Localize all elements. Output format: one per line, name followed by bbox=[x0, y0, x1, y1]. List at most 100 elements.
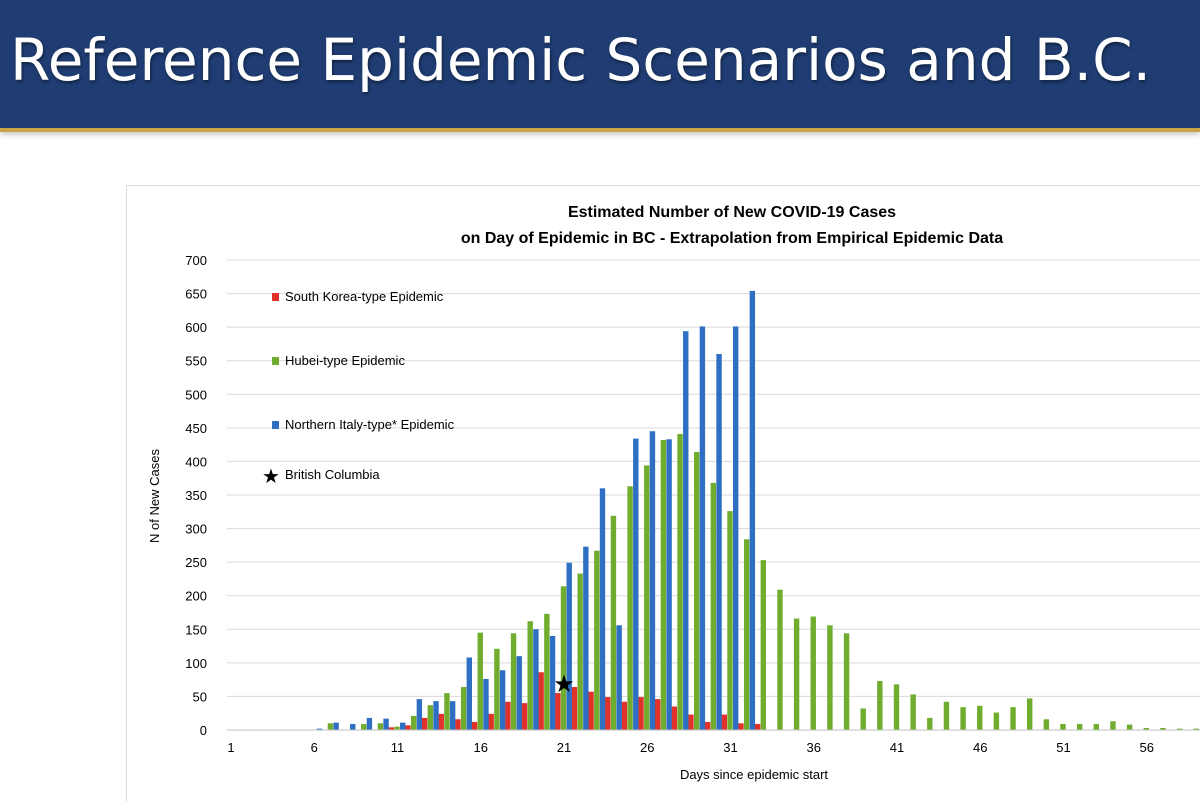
bar-northern-italy bbox=[699, 326, 706, 730]
bar-hubei bbox=[777, 589, 783, 730]
x-tick-label: 1 bbox=[227, 740, 234, 755]
bar-south-korea bbox=[405, 725, 411, 730]
bar-hubei bbox=[1126, 724, 1133, 730]
bar-northern-italy bbox=[466, 657, 472, 730]
bar-south-korea bbox=[455, 719, 461, 730]
bar-northern-italy bbox=[483, 678, 489, 730]
legend-swatch bbox=[272, 293, 279, 301]
bar-hubei bbox=[727, 511, 733, 730]
bar-hubei bbox=[444, 693, 450, 730]
y-tick-label: 250 bbox=[185, 555, 207, 570]
bar-hubei bbox=[460, 687, 467, 730]
bar-south-korea bbox=[588, 691, 594, 730]
bar-northern-italy bbox=[433, 701, 439, 730]
bar-hubei bbox=[1093, 723, 1099, 730]
y-tick-label: 700 bbox=[185, 253, 207, 268]
bar-hubei bbox=[927, 717, 933, 730]
legend-star-icon: ★ bbox=[262, 466, 280, 488]
bar-northern-italy bbox=[666, 439, 672, 730]
legend-swatch bbox=[272, 421, 279, 429]
y-tick-label: 500 bbox=[185, 387, 207, 402]
bar-northern-italy bbox=[716, 354, 722, 730]
bar-northern-italy bbox=[733, 326, 739, 730]
bar-hubei bbox=[610, 515, 617, 730]
bar-hubei bbox=[677, 433, 683, 730]
y-tick-label: 550 bbox=[185, 354, 207, 369]
bar-hubei bbox=[877, 680, 883, 730]
legend-label: Hubei-type Epidemic bbox=[285, 353, 405, 368]
bar-hubei bbox=[627, 486, 633, 730]
bar-south-korea bbox=[688, 714, 694, 730]
x-tick-label: 46 bbox=[973, 740, 987, 755]
y-tick-label: 350 bbox=[185, 488, 207, 503]
bar-hubei bbox=[977, 705, 983, 730]
x-tick-label: 11 bbox=[391, 740, 405, 755]
bar-hubei bbox=[1193, 728, 1199, 730]
bar-northern-italy bbox=[383, 718, 389, 730]
bar-hubei bbox=[860, 708, 866, 730]
bar-northern-italy bbox=[400, 722, 406, 730]
bar-hubei bbox=[1160, 727, 1166, 730]
chart-title-line1: Estimated Number of New COVID-19 Cases bbox=[568, 204, 896, 221]
bc-star-marker: ★ bbox=[553, 671, 575, 698]
x-tick-label: 31 bbox=[723, 740, 737, 755]
bar-hubei bbox=[377, 723, 384, 730]
bar-south-korea bbox=[538, 672, 544, 730]
bar-northern-italy bbox=[633, 438, 639, 730]
x-tick-label: 26 bbox=[640, 740, 654, 755]
bar-northern-italy bbox=[516, 656, 522, 730]
bar-hubei bbox=[1176, 728, 1183, 730]
bar-northern-italy bbox=[350, 723, 356, 730]
bar-hubei bbox=[893, 684, 900, 730]
bar-hubei bbox=[394, 726, 400, 730]
x-tick-label: 21 bbox=[557, 740, 571, 755]
bar-northern-italy bbox=[583, 546, 589, 730]
bar-south-korea bbox=[621, 701, 628, 730]
bar-hubei bbox=[1076, 723, 1083, 730]
bar-hubei bbox=[477, 632, 483, 730]
bar-hubei bbox=[577, 573, 583, 730]
bar-northern-italy bbox=[599, 488, 606, 730]
x-tick-label: 36 bbox=[807, 740, 821, 755]
x-tick-label: 16 bbox=[474, 740, 488, 755]
bar-northern-italy bbox=[316, 728, 323, 730]
bar-hubei bbox=[1060, 723, 1066, 730]
slide-title: Reference Epidemic Scenarios and B.C. bbox=[10, 26, 1152, 94]
axes: 0 50 100 150 200 250 300 350 400 450 500 550 600 650 7… bbox=[185, 253, 1200, 755]
bar-hubei bbox=[710, 482, 717, 730]
x-axis-label: Days since epidemic start bbox=[680, 767, 828, 782]
chart-title-line2: on Day of Epidemic in BC - Extrapolation… bbox=[461, 230, 1003, 247]
bar-south-korea bbox=[638, 697, 644, 730]
bar-hubei bbox=[1010, 707, 1016, 730]
bar-south-korea bbox=[704, 721, 711, 730]
bar-hubei bbox=[843, 633, 850, 730]
bar-hubei bbox=[660, 439, 667, 730]
bar-hubei bbox=[793, 618, 800, 730]
bar-hubei bbox=[644, 465, 650, 730]
bar-south-korea bbox=[505, 701, 511, 730]
bar-south-korea bbox=[438, 713, 444, 730]
bar-northern-italy bbox=[749, 290, 756, 730]
bar-hubei bbox=[1110, 721, 1116, 730]
y-tick-label: 200 bbox=[185, 589, 207, 604]
y-tick-label: 100 bbox=[185, 656, 207, 671]
bar-south-korea bbox=[671, 706, 678, 730]
bar-hubei bbox=[427, 705, 433, 730]
bar-south-korea bbox=[754, 723, 761, 730]
bar-northern-italy bbox=[449, 701, 456, 730]
bar-south-korea bbox=[421, 717, 428, 730]
chart-frame: ★ 0 50 100 150 200 250 300 350 400 450 500 550 600 65… bbox=[126, 185, 1200, 801]
bar-hubei bbox=[594, 550, 600, 730]
y-tick-label: 450 bbox=[185, 421, 207, 436]
bar-hubei bbox=[1027, 698, 1033, 730]
bar-northern-italy bbox=[649, 431, 656, 730]
bar-northern-italy bbox=[683, 331, 689, 730]
bar-northern-italy bbox=[333, 722, 339, 730]
x-tick-label: 6 bbox=[311, 740, 318, 755]
bar-south-korea bbox=[555, 693, 561, 730]
bar-hubei bbox=[743, 539, 750, 730]
y-axis-label: N of New Cases bbox=[147, 449, 162, 543]
bar-hubei bbox=[827, 625, 833, 730]
bar-northern-italy bbox=[366, 717, 373, 730]
x-tick-label: 41 bbox=[890, 740, 904, 755]
